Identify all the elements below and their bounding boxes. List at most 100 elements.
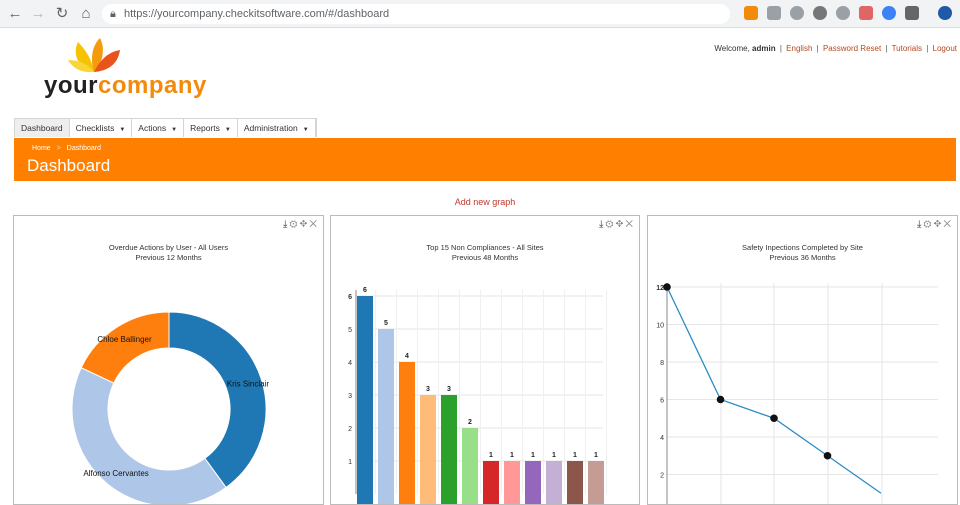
panel-title-text: Top 15 Non Compliances - All Sites [426, 243, 544, 252]
donut-chart: Kris Sinclair Alfonso Cervantes Chloe Ball… [71, 311, 270, 504]
bar-value-label: 4 [405, 353, 409, 360]
settings-icon[interactable]: ⚙ [289, 219, 300, 230]
graph-panel: ⤓⚙✥✕ Overdue Actions by User - All Users… [13, 215, 324, 505]
settings-icon[interactable]: ⚙ [605, 219, 616, 230]
extension-icon[interactable] [744, 6, 758, 20]
line-chart: 2 4 6 8 10 12 [656, 283, 938, 504]
menu-label: Administration [243, 123, 298, 133]
home-icon[interactable]: ⌂ [81, 5, 91, 22]
menu-label: Dashboard [21, 123, 63, 133]
bar [567, 461, 583, 504]
close-icon[interactable]: ✕ [309, 219, 319, 230]
graph-panel: ⤓⚙✥✕ Safety Inpections Completed by Site… [647, 215, 958, 505]
data-point [770, 414, 778, 423]
move-icon[interactable]: ✥ [615, 219, 626, 230]
extension-icon[interactable] [859, 6, 873, 20]
y-tick-label: 4 [660, 435, 664, 442]
back-icon[interactable]: ← [7, 5, 23, 22]
welcome-text: Welcome, [714, 44, 750, 53]
menu-dashboard[interactable]: Dashboard [15, 119, 70, 137]
panel-title-text: Safety Inpections Completed by Site [742, 243, 863, 252]
menu-label: Checklists [75, 123, 115, 133]
pie-slice-label: Alfonso Cervantes [83, 469, 148, 478]
y-tick-label: 4 [348, 360, 352, 367]
menu-label: Reports [190, 123, 220, 133]
bar-value-label: 1 [573, 452, 577, 459]
bar [504, 461, 520, 504]
address-bar[interactable]: 🔒︎ https://yourcompany.checkitsoftware.c… [102, 4, 730, 24]
bar [399, 362, 415, 504]
bar [357, 296, 373, 504]
logo-text: yourcompany [44, 72, 207, 100]
bar [462, 428, 478, 504]
bar-value-label: 1 [594, 452, 598, 459]
bar [483, 461, 499, 504]
bar [441, 395, 457, 504]
bar-chart: 1 2 3 4 5 6 6 5 4 3 3 2 1 1 1 1 1 1 [348, 287, 607, 504]
logout-link[interactable]: Logout [932, 44, 957, 53]
bar-value-label: 6 [363, 287, 367, 294]
address-url: https://yourcompany.checkitsoftware.com/… [124, 8, 390, 20]
username: admin [752, 44, 776, 53]
y-tick-label: 10 [656, 323, 664, 330]
move-icon[interactable]: ✥ [933, 219, 944, 230]
logo-flower-icon [68, 38, 120, 73]
caret-down-icon: ▼ [302, 127, 309, 133]
menu-checklists[interactable]: Checklists ▼ [70, 119, 133, 137]
tutorials-link[interactable]: Tutorials [891, 44, 922, 53]
y-tick-label: 3 [348, 393, 352, 400]
caret-down-icon: ▼ [119, 127, 126, 133]
data-point [716, 395, 725, 404]
user-links: Welcome, admin | English | Password Rese… [714, 44, 957, 53]
forward-icon[interactable]: → [30, 5, 46, 22]
bar [420, 395, 436, 504]
help-icon[interactable] [905, 6, 919, 20]
company-logo[interactable]: yourcompany [44, 38, 207, 100]
pie-slice-label: Kris Sinclair [227, 379, 270, 388]
password-reset-link[interactable]: Password Reset [822, 44, 882, 53]
y-tick-label: 6 [660, 398, 664, 405]
language-link[interactable]: English [786, 44, 813, 53]
download-icon[interactable]: ⤓ [916, 219, 924, 230]
extension-icon[interactable] [836, 6, 850, 20]
close-icon[interactable]: ✕ [625, 219, 635, 230]
add-new-graph-link[interactable]: Add new graph [454, 197, 516, 207]
caret-down-icon: ▼ [224, 127, 231, 133]
y-tick-label: 12 [656, 285, 664, 292]
data-point [823, 451, 832, 460]
download-icon[interactable]: ⤓ [598, 219, 606, 230]
extension-icon[interactable] [767, 6, 781, 20]
menu-administration[interactable]: Administration ▼ [238, 119, 316, 137]
bar-value-label: 2 [468, 419, 472, 426]
menu-actions[interactable]: Actions ▼ [132, 119, 185, 137]
extension-icon[interactable] [813, 6, 827, 20]
close-icon[interactable]: ✕ [943, 219, 953, 230]
panel-title: Top 15 Non Compliances - All Sites Previ… [331, 243, 639, 263]
main-menu: Dashboard Checklists ▼ Actions ▼ Reports ▼ … [14, 118, 317, 137]
panel-title: Safety Inpections Completed by Site Prev… [648, 243, 957, 263]
extension-icon[interactable] [882, 6, 896, 20]
bar [588, 461, 604, 504]
panel-subtitle-text: Previous 48 Months [451, 253, 519, 262]
settings-icon[interactable]: ⚙ [923, 219, 934, 230]
bar-value-label: 1 [489, 452, 493, 459]
lock-icon: 🔒︎ [110, 8, 116, 20]
bar-value-label: 5 [384, 320, 388, 327]
y-tick-label: 5 [348, 327, 352, 334]
menu-reports[interactable]: Reports ▼ [184, 119, 238, 137]
reload-icon[interactable]: ↻ [55, 5, 69, 22]
extension-icon[interactable] [790, 6, 804, 20]
bar [546, 461, 562, 504]
panel-title-text: Overdue Actions by User - All Users [108, 243, 229, 252]
browser-toolbar: ← → ↻ ⌂ 🔒︎ https://yourcompany.checkitso… [0, 0, 960, 28]
panel-tools: ⤓⚙✥✕ [917, 219, 953, 230]
y-tick-label: 2 [660, 473, 664, 480]
page-header-banner: Home > Dashboard Dashboard [14, 138, 956, 181]
bar [378, 329, 394, 504]
profile-avatar[interactable] [938, 6, 952, 20]
download-icon[interactable]: ⤓ [282, 219, 290, 230]
move-icon[interactable]: ✥ [299, 219, 310, 230]
breadcrumb-home[interactable]: Home [32, 145, 51, 152]
panel-tools: ⤓⚙✥✕ [599, 219, 635, 230]
bar-value-label: 1 [510, 452, 514, 459]
